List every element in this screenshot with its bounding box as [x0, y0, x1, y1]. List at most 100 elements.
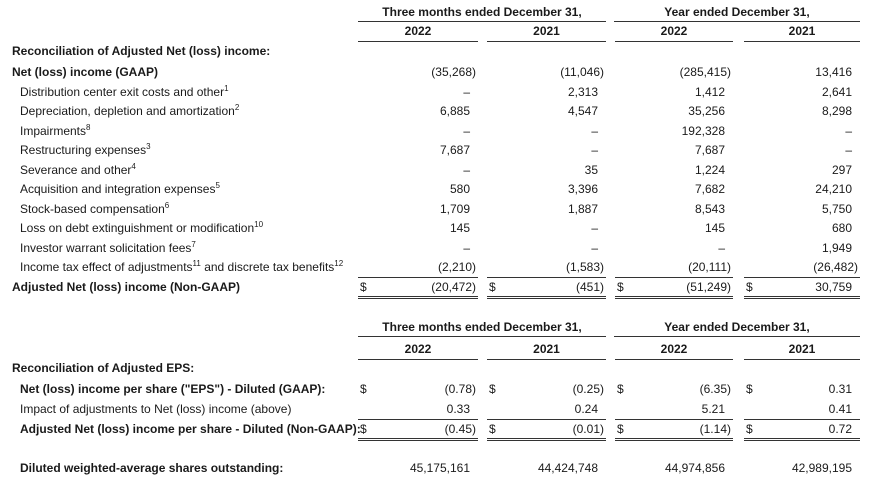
footnote-ref: 2 [234, 103, 240, 112]
footnote-ref: 1 [224, 83, 229, 93]
label-text: Loss on debt extinguishment or modificat… [20, 221, 255, 235]
dollar-sign: $ [489, 279, 496, 294]
value-cell: 1,224 [694, 162, 725, 177]
value-cell: (51,249) [686, 279, 731, 294]
value-cell: 8,543 [694, 201, 725, 216]
value-cell: 7,682 [694, 182, 725, 196]
value-cell: – [591, 221, 598, 235]
row-label: Restructuring expenses3 [20, 142, 151, 158]
rule [358, 336, 606, 337]
value-cell: 1,949 [821, 240, 852, 255]
year-header: 2022 [660, 342, 688, 356]
label-text: Impact of adjustments to Net (loss) inco… [20, 402, 292, 416]
label-text: Income tax effect of adjustments [20, 260, 193, 274]
value-cell: (1,583) [565, 260, 604, 274]
rule [744, 41, 860, 42]
year-header: 2021 [788, 342, 816, 356]
rule [615, 295, 733, 299]
rule [358, 21, 606, 22]
label-text: Net (loss) income (GAAP) [12, 65, 159, 79]
label-text: Restructuring expenses [20, 143, 147, 157]
value-cell: 5.21 [701, 402, 725, 416]
row-label: Adjusted Net (loss) income (Non-GAAP) [12, 279, 240, 295]
value-cell: – [463, 123, 470, 138]
rule [615, 438, 733, 441]
value-cell: (20,472) [431, 279, 476, 294]
value-cell: 1,412 [694, 84, 725, 99]
rule [487, 295, 606, 299]
label-text: Severance and other [20, 162, 132, 177]
row-label: Impact of adjustments to Net (loss) inco… [20, 401, 291, 417]
value-cell: (20,111) [688, 260, 731, 274]
value-cell: 5,750 [821, 201, 852, 216]
value-cell: – [718, 240, 725, 255]
value-cell: (11,046) [560, 65, 604, 79]
value-cell: 0.33 [446, 402, 470, 416]
value-cell: 680 [831, 221, 852, 235]
footnote-ref: 5 [215, 181, 220, 190]
dollar-sign: $ [489, 382, 496, 396]
rule [744, 295, 860, 299]
footnote-ref: 8 [86, 122, 91, 132]
value-cell: 6,885 [439, 104, 470, 118]
label-text: and discrete tax benefits [200, 260, 335, 274]
value-cell: – [591, 143, 598, 157]
year-header: 2021 [533, 342, 560, 356]
value-cell: 145 [449, 221, 470, 235]
value-cell: 145 [704, 221, 725, 235]
year-header: 2021 [788, 24, 816, 38]
value-cell: – [845, 143, 852, 157]
rule [358, 41, 478, 42]
label-text: Diluted weighted-average shares outstand… [20, 461, 284, 475]
value-cell: 35 [584, 162, 598, 177]
value-cell: (0.45) [444, 422, 476, 436]
rule [487, 359, 606, 360]
row-label: Depreciation, depletion and amortization… [20, 103, 239, 119]
value-cell: (0.25) [572, 382, 604, 396]
row-label: Net (loss) income (GAAP) [12, 64, 158, 80]
rule [615, 359, 733, 360]
value-cell: 24,210 [815, 182, 852, 196]
value-cell: (6.35) [699, 382, 731, 396]
value-cell: – [591, 123, 598, 138]
rule [487, 276, 606, 278]
row-label: Loss on debt extinguishment or modificat… [20, 220, 263, 236]
footnote-ref: 11 [192, 259, 201, 268]
column-group-header: Three months ended December 31, [382, 5, 582, 19]
dollar-sign: $ [746, 382, 753, 396]
row-label: Net (loss) income per share ("EPS") - Di… [20, 381, 325, 397]
section-title: Reconciliation of Adjusted Net (loss) in… [12, 44, 271, 58]
value-cell: 45,175,161 [409, 461, 470, 475]
rule [744, 359, 860, 360]
dollar-sign: $ [746, 422, 753, 436]
row-label: Severance and other4 [20, 162, 136, 178]
value-cell: 1,887 [567, 201, 598, 216]
value-cell: – [591, 240, 598, 255]
value-cell: 7,687 [439, 143, 470, 157]
year-header: 2021 [533, 24, 560, 38]
footnote-ref: 12 [334, 259, 344, 268]
label-text: Stock-based compensation [20, 201, 165, 216]
value-cell: – [845, 123, 852, 138]
rule [358, 359, 478, 360]
value-cell: 297 [831, 162, 852, 177]
value-cell: 42,989,195 [791, 461, 852, 475]
rule [358, 276, 478, 278]
value-cell: 3,396 [567, 182, 598, 196]
rule [744, 276, 860, 278]
row-label: Acquisition and integration expenses5 [20, 181, 220, 197]
dollar-sign: $ [360, 382, 367, 396]
value-cell: (285,415) [679, 65, 731, 79]
rule [744, 438, 860, 441]
dollar-sign: $ [617, 422, 624, 436]
rule [487, 419, 606, 420]
column-group-header: Three months ended December 31, [382, 320, 582, 334]
value-cell: 0.41 [828, 402, 852, 416]
value-cell: (1.14) [699, 422, 731, 436]
row-label: Distribution center exit costs and other… [20, 84, 229, 100]
value-cell: 0.31 [828, 382, 852, 396]
value-cell: 0.24 [574, 402, 598, 416]
value-cell: 8,298 [821, 104, 852, 118]
year-header: 2022 [660, 24, 688, 38]
